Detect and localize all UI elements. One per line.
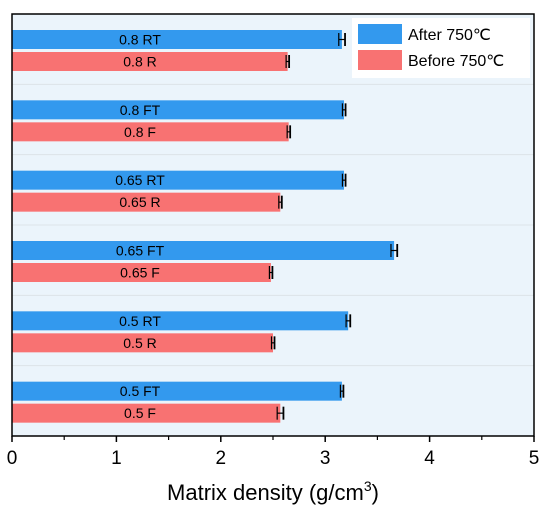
bar-group-item: 0.65 F: [12, 263, 274, 282]
bar: [12, 122, 289, 142]
bar: [12, 100, 344, 120]
bar-group-item: 0.8 F: [12, 122, 292, 142]
bar: [12, 52, 288, 71]
legend-swatch-after: [358, 24, 402, 44]
bar: [12, 192, 281, 212]
bar-label: 0.65 R: [119, 194, 160, 210]
bar-label: 0.65 FT: [116, 243, 165, 259]
bar-label: 0.5 RT: [119, 313, 161, 329]
legend-label-before: Before 750℃: [408, 53, 504, 70]
bar-label: 0.65 F: [120, 265, 160, 281]
bar-group-item: 0.5 F: [12, 403, 285, 423]
x-tick-label: 5: [529, 448, 540, 469]
x-axis-title-close: ): [372, 480, 379, 505]
x-axis-title: Matrix density (g/cm3): [167, 478, 379, 505]
bar-group-item: 0.65 RT: [12, 170, 347, 190]
bar-label: 0.5 R: [123, 335, 156, 351]
bar: [12, 30, 342, 49]
legend: After 750℃ Before 750℃: [352, 18, 530, 78]
bar-label: 0.65 RT: [115, 172, 165, 188]
bar: [12, 381, 342, 401]
legend-swatch-before: [358, 50, 402, 70]
x-tick-label: 4: [424, 448, 435, 469]
bar-group-item: 0.8 FT: [12, 100, 347, 120]
bar-group-item: 0.8 RT: [12, 30, 346, 49]
group-separators: [12, 83, 534, 367]
bar-group-item: 0.5 FT: [12, 381, 345, 401]
bar-label: 0.8 RT: [119, 32, 161, 48]
bar: [12, 311, 349, 331]
bar-label: 0.8 FT: [120, 102, 161, 118]
x-axis-title-main: Matrix density (g/cm: [167, 480, 364, 505]
bar-label: 0.5 FT: [120, 383, 161, 399]
bar-label: 0.8 F: [124, 124, 156, 140]
x-tick-label: 2: [216, 448, 227, 469]
bar: [12, 403, 281, 423]
x-axis-title-superscript: 3: [364, 478, 372, 494]
x-tick-label: 0: [7, 448, 18, 469]
bar-group-item: 0.8 R: [12, 52, 291, 71]
bar-label: 0.5 F: [124, 405, 156, 421]
bar-label: 0.8 R: [123, 54, 156, 70]
x-tick-label: 3: [320, 448, 331, 469]
x-tick-label: 1: [111, 448, 122, 469]
bar: [12, 170, 344, 190]
bar: [12, 333, 273, 353]
x-axis: 0 1 2 3 4 5: [7, 436, 540, 469]
bar: [12, 263, 271, 282]
bars-layer: 0.8 RT 0.8 R 0.8 FT 0.8 F 0.65 RT 0.65 R 0.65 …: [12, 30, 399, 423]
bar-group-item: 0.65 R: [12, 192, 283, 212]
bar-group-item: 0.5 R: [12, 333, 276, 353]
bar: [12, 241, 395, 260]
bar-group-item: 0.65 FT: [12, 241, 399, 260]
bar-group-item: 0.5 RT: [12, 311, 352, 331]
legend-label-after: After 750℃: [408, 27, 491, 44]
